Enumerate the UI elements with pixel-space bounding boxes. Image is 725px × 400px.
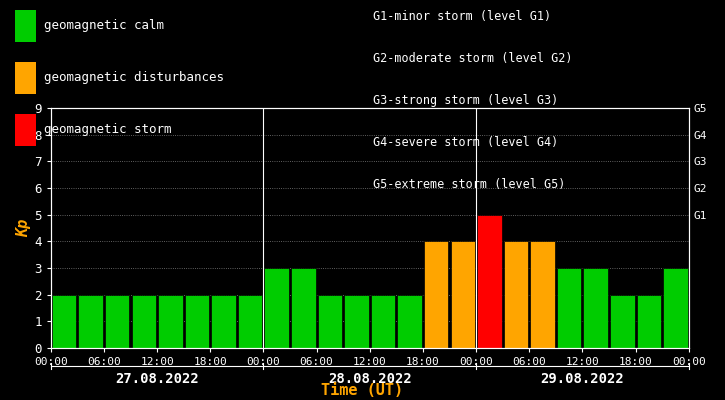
Bar [131,295,156,348]
Bar [158,295,183,348]
Text: Time (UT): Time (UT) [321,383,404,398]
Bar [397,295,422,348]
Text: geomagnetic disturbances: geomagnetic disturbances [44,72,223,84]
Bar [238,295,262,348]
Bar [78,295,103,348]
Bar [265,268,289,348]
Bar [610,295,634,348]
Text: geomagnetic storm: geomagnetic storm [44,124,171,136]
Bar [370,295,395,348]
Bar [185,295,210,348]
Bar [424,241,449,348]
Text: G5-extreme storm (level G5): G5-extreme storm (level G5) [373,178,566,191]
Y-axis label: Kp: Kp [17,219,31,237]
Text: G3-strong storm (level G3): G3-strong storm (level G3) [373,94,559,107]
Bar [584,268,608,348]
Bar [530,241,555,348]
Text: 27.08.2022: 27.08.2022 [115,372,199,386]
Bar [477,215,502,348]
Bar [557,268,581,348]
Text: G1-minor storm (level G1): G1-minor storm (level G1) [373,10,552,23]
Bar [51,295,76,348]
Text: 28.08.2022: 28.08.2022 [328,372,412,386]
Text: 29.08.2022: 29.08.2022 [541,372,624,386]
Text: geomagnetic calm: geomagnetic calm [44,20,164,32]
Bar [450,241,475,348]
Bar [105,295,130,348]
Bar [318,295,342,348]
Bar [504,241,529,348]
Bar [211,295,236,348]
Bar [344,295,369,348]
Bar [663,268,688,348]
Text: G4-severe storm (level G4): G4-severe storm (level G4) [373,136,559,149]
Bar [637,295,661,348]
Text: G2-moderate storm (level G2): G2-moderate storm (level G2) [373,52,573,65]
Bar [291,268,315,348]
